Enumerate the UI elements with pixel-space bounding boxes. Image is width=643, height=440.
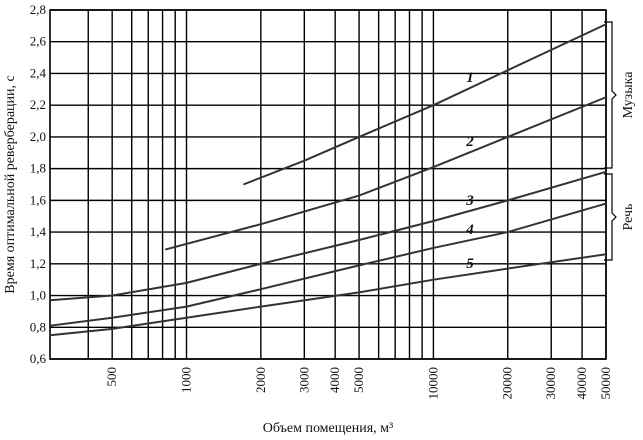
curve [164,96,607,251]
y-tick-label: 2,0 [30,129,46,144]
series-label: 1 [466,70,474,86]
bracket [604,21,617,169]
series-label: 5 [466,256,474,272]
y-tick-label: 2,2 [30,97,46,112]
series-label: 2 [465,134,474,150]
curve [243,23,607,186]
y-tick-label: 0,6 [30,351,47,366]
annotation: Музыка [621,71,636,119]
x-tick-label: 1000 [179,367,194,393]
y-tick-label: 1,0 [30,288,46,303]
x-tick-label: 30000 [543,367,558,400]
x-tick-label: 50000 [598,367,613,400]
x-tick-label: 500 [104,367,119,387]
x-axis-title: Объем помещения, м³ [263,421,393,436]
x-tick-label: 4000 [327,367,342,393]
y-axis-title: Время оптимальной реверберации, с [3,75,18,293]
x-tick-label: 40000 [574,367,589,400]
y-tick-label: 1,2 [30,256,46,271]
curve [49,202,607,327]
y-tick-label: 1,8 [30,161,46,176]
y-tick-label: 0,8 [30,319,46,334]
x-tick-label: 2000 [253,367,268,393]
x-tick-label: 10000 [425,367,440,400]
series-label: 4 [465,222,474,238]
y-tick-label: 2,6 [30,34,47,49]
y-tick-label: 2,4 [30,65,47,80]
y-tick-label: 1,6 [30,192,47,207]
x-tick-label: 5000 [351,367,366,393]
curve [49,170,607,302]
x-tick-label: 20000 [500,367,515,400]
x-tick-label: 3000 [296,367,311,393]
y-tick-label: 1,4 [30,224,47,239]
curve [49,253,607,337]
series-label: 3 [465,193,474,209]
y-tick-label: 2,8 [30,2,46,17]
annotation: Речь [621,204,636,231]
bracket [604,173,617,261]
